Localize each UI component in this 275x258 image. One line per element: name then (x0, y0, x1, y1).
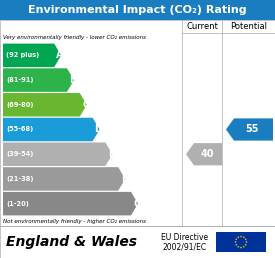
Text: (81-91): (81-91) (6, 77, 34, 83)
Polygon shape (237, 245, 240, 248)
Text: Environmental Impact (CO₂) Rating: Environmental Impact (CO₂) Rating (28, 5, 247, 15)
Text: Potential: Potential (230, 22, 267, 31)
Polygon shape (234, 241, 237, 243)
Text: 40: 40 (200, 149, 214, 159)
Text: E: E (108, 149, 115, 159)
Text: (21-38): (21-38) (6, 176, 34, 182)
Polygon shape (226, 118, 273, 141)
FancyBboxPatch shape (0, 226, 275, 258)
Text: 55: 55 (246, 125, 259, 134)
Polygon shape (3, 93, 87, 117)
Text: F: F (121, 174, 128, 184)
Text: G: G (133, 199, 141, 209)
Text: (92 plus): (92 plus) (6, 52, 39, 58)
Polygon shape (240, 235, 242, 238)
Text: (55-68): (55-68) (6, 126, 33, 133)
Polygon shape (244, 244, 247, 246)
Text: C: C (82, 100, 89, 110)
Polygon shape (243, 245, 245, 248)
Text: England & Wales: England & Wales (7, 235, 138, 249)
Text: D: D (95, 125, 103, 134)
Polygon shape (186, 143, 222, 165)
FancyBboxPatch shape (0, 20, 275, 226)
Polygon shape (3, 192, 138, 215)
Polygon shape (3, 167, 125, 191)
Polygon shape (3, 68, 74, 92)
Polygon shape (244, 238, 247, 240)
Text: (39-54): (39-54) (6, 151, 33, 157)
Text: Not environmentally friendly - higher CO₂ emissions: Not environmentally friendly - higher CO… (3, 219, 146, 223)
Polygon shape (243, 236, 245, 238)
Polygon shape (3, 118, 100, 141)
Text: Very environmentally friendly - lower CO₂ emissions: Very environmentally friendly - lower CO… (3, 36, 146, 41)
FancyBboxPatch shape (216, 232, 266, 252)
Text: EU Directive: EU Directive (161, 232, 208, 241)
Text: A: A (56, 50, 64, 60)
Polygon shape (237, 236, 240, 238)
Polygon shape (245, 241, 248, 243)
Text: 2002/91/EC: 2002/91/EC (163, 243, 207, 252)
Text: B: B (69, 75, 77, 85)
Polygon shape (3, 142, 112, 166)
Polygon shape (235, 238, 238, 240)
Text: Current: Current (186, 22, 218, 31)
Text: (69-80): (69-80) (6, 102, 34, 108)
Polygon shape (240, 246, 242, 248)
Polygon shape (235, 244, 238, 246)
FancyBboxPatch shape (0, 0, 275, 20)
Polygon shape (3, 44, 61, 67)
Text: (1-20): (1-20) (6, 201, 29, 207)
